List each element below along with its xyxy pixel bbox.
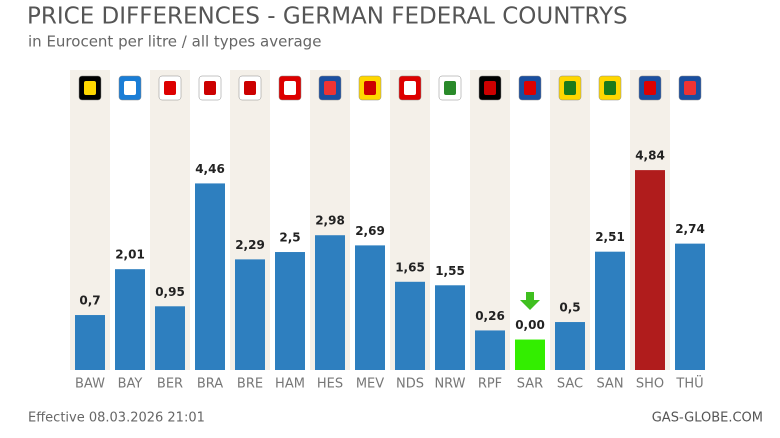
x-tick-label: HAM (275, 377, 305, 392)
chart-title: PRICE DIFFERENCES - GERMAN FEDERAL COUNT… (27, 4, 628, 30)
coat-of-arms-detail (244, 81, 256, 95)
coat-of-arms-detail (564, 81, 576, 95)
bar (475, 330, 505, 370)
value-label: 0,95 (155, 285, 185, 299)
coat-of-arms-detail (524, 81, 536, 95)
value-label: 2,69 (355, 224, 385, 238)
coat-of-arms-detail (484, 81, 496, 95)
bar (595, 251, 625, 370)
coat-of-arms-detail (444, 81, 456, 95)
x-tick-label: BRE (237, 377, 263, 392)
x-tick-label: RPF (478, 377, 502, 392)
x-tick-label: SAC (557, 377, 583, 392)
bar (515, 339, 545, 370)
coat-of-arms-detail (284, 81, 296, 95)
value-label: 0,5 (559, 301, 580, 315)
value-label: 0,7 (79, 294, 100, 308)
bar (155, 306, 185, 370)
bar (635, 170, 665, 370)
footer-left: Effective 08.03.2026 21:01 (28, 411, 205, 426)
coat-of-arms-detail (324, 81, 336, 95)
coat-of-arms-detail (364, 81, 376, 95)
bar (435, 285, 465, 370)
bar (275, 252, 305, 370)
coat-of-arms-detail (84, 81, 96, 95)
value-label: 4,46 (195, 162, 225, 176)
value-label: 2,01 (115, 248, 145, 262)
value-label: 2,5 (279, 231, 300, 245)
coat-of-arms-detail (644, 81, 656, 95)
coat-of-arms-detail (164, 81, 176, 95)
value-label: 1,65 (395, 260, 425, 274)
value-label: 0,26 (475, 309, 505, 323)
x-tick-label: BAW (75, 377, 105, 392)
x-tick-label: SHO (636, 377, 664, 392)
footer-right: GAS-GLOBE.COM (652, 411, 763, 426)
value-label: 0,00 (515, 318, 545, 332)
bar (195, 183, 225, 370)
value-label: 2,98 (315, 214, 345, 228)
x-tick-label: HES (317, 377, 343, 392)
x-tick-label: THÜ (675, 375, 703, 392)
value-label: 2,51 (595, 230, 625, 244)
coat-of-arms-detail (404, 81, 416, 95)
x-tick-label: BAY (118, 377, 143, 392)
x-tick-label: BER (157, 377, 183, 392)
bar (235, 259, 265, 370)
bar (675, 243, 705, 370)
chart-subtitle: in Eurocent per litre / all types averag… (28, 33, 321, 51)
x-tick-label: NDS (396, 377, 424, 392)
value-label: 2,74 (675, 222, 705, 236)
x-tick-label: SAN (596, 377, 623, 392)
x-tick-label: SAR (517, 377, 543, 392)
bar (395, 281, 425, 370)
value-label: 1,55 (435, 264, 465, 278)
coat-of-arms-detail (204, 81, 216, 95)
bar (355, 245, 385, 370)
bar (115, 269, 145, 370)
bar (555, 322, 585, 370)
plot: 0,7 BAW 2,01 BAY 0,95 BER 4,46 BRA 2,29 BRE 2,5 HAM… (75, 149, 705, 392)
x-tick-label: BRA (197, 377, 223, 392)
value-label: 4,84 (635, 149, 665, 163)
value-label: 2,29 (235, 238, 265, 252)
x-tick-label: NRW (434, 377, 465, 392)
bar (75, 315, 105, 370)
coat-of-arms-detail (684, 81, 696, 95)
coat-of-arms-detail (124, 81, 136, 95)
x-tick-label: MEV (356, 377, 384, 392)
column-background (470, 70, 510, 370)
column-background (550, 70, 590, 370)
bar (315, 235, 345, 370)
coat-of-arms-detail (604, 81, 616, 95)
zero-arrow (520, 292, 540, 310)
